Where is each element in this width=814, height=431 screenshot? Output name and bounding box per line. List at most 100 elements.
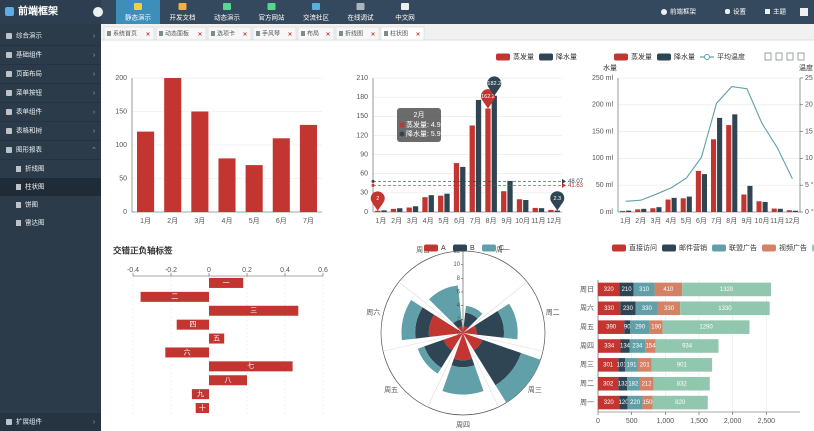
bar (747, 185, 753, 212)
menu-item[interactable]: 基础组件 (16, 50, 43, 59)
data-label: 901 (677, 362, 688, 368)
tab[interactable] (252, 26, 297, 41)
angle-label: 周一 (496, 246, 510, 254)
average-start (371, 179, 375, 183)
bar (651, 358, 713, 372)
submenu-bg (0, 196, 101, 214)
tab-close[interactable] (146, 32, 150, 36)
tab-close[interactable] (288, 32, 292, 36)
category-label: 八 (225, 377, 232, 384)
toolbox-icon[interactable] (786, 52, 794, 61)
legend-label[interactable]: 联盟广告 (729, 243, 757, 252)
tab-label[interactable]: 系统首页 (113, 30, 137, 38)
submenu-item[interactable]: 饼图 (25, 200, 38, 209)
tab[interactable] (207, 26, 252, 41)
menu-item[interactable]: 页面布局 (16, 69, 42, 78)
sidebar-toggle[interactable] (93, 7, 103, 17)
menu-icon (6, 419, 12, 425)
legend-icon (712, 244, 726, 252)
tab[interactable] (103, 26, 155, 41)
x-tick-label: 2,000 (724, 418, 742, 425)
polar-spoke (398, 281, 464, 334)
legend-label[interactable]: 邮件营销 (679, 243, 707, 252)
menu-item[interactable]: 扩展组件 (16, 417, 43, 426)
x-tick-label: 2月 (167, 217, 178, 225)
theme-menu[interactable]: 主题 (773, 7, 787, 16)
legend-label[interactable]: A (441, 245, 446, 252)
x-tick-label: 9月 (741, 217, 752, 225)
bar (164, 78, 182, 212)
submenu-item[interactable]: 柱状图 (25, 182, 45, 191)
legend-label[interactable]: 蒸发量 (631, 52, 652, 61)
nav-item[interactable]: 静态演示 (125, 13, 152, 22)
nav-item[interactable]: 中文网 (395, 13, 415, 22)
legend-label[interactable]: 直接访问 (629, 243, 657, 252)
menu-item[interactable]: 表单组件 (16, 107, 43, 116)
tab-close[interactable] (198, 32, 202, 36)
x-tick-label: 0.2 (242, 267, 252, 274)
bar (501, 191, 507, 212)
legend-label[interactable]: 平均温度 (717, 52, 745, 61)
settings-menu[interactable]: 设置 (733, 7, 747, 16)
data-label: 390 (606, 325, 617, 331)
submenu-item[interactable]: 雷达图 (25, 218, 45, 227)
x-tick-label: 1月 (140, 217, 151, 225)
tab[interactable] (155, 26, 207, 41)
legend-label[interactable]: B (470, 245, 475, 252)
bar (680, 198, 686, 212)
legend-label[interactable]: 视频广告 (779, 243, 807, 252)
menu-arrow: › (93, 128, 96, 135)
legend-label[interactable]: 降水量 (556, 52, 577, 61)
user-name[interactable]: 前端框架 (670, 7, 697, 16)
data-label: 101 (617, 362, 628, 368)
x-tick-label: 0 (207, 267, 211, 274)
toolbox-icon[interactable] (775, 52, 783, 61)
nav-item[interactable]: 动态演示 (214, 13, 241, 22)
menu-arrow: › (93, 33, 96, 40)
menu-item[interactable]: 菜单按钮 (16, 88, 43, 97)
submenu-item[interactable]: 折线图 (25, 164, 45, 173)
tab-close[interactable] (326, 32, 330, 36)
x-tick-label: 0.6 (318, 267, 328, 274)
bar (624, 320, 631, 334)
nav-item[interactable]: 交流社区 (303, 13, 330, 22)
tab-label[interactable]: 折线图 (345, 30, 363, 38)
menu-item[interactable]: 图形报表 (16, 145, 43, 154)
tab-close[interactable] (371, 32, 375, 36)
bar (711, 139, 717, 212)
nav-item[interactable]: 在线调试 (348, 13, 375, 22)
bar (756, 201, 762, 212)
menu-item[interactable]: 综合演示 (16, 31, 43, 40)
submenu-icon (16, 184, 21, 190)
toolbox-icon[interactable] (764, 52, 772, 61)
legend-icon (539, 53, 553, 61)
bar (469, 125, 475, 212)
menu-item[interactable]: 表格和树 (16, 126, 43, 135)
legend-label[interactable]: C (499, 245, 504, 252)
tab-label[interactable]: 布局 (307, 30, 319, 38)
legend-label[interactable]: 蒸发量 (513, 52, 534, 61)
bar (650, 208, 656, 212)
nav-icon (401, 3, 409, 10)
polar-bar (463, 326, 468, 333)
tab-label[interactable]: 手风琴 (262, 30, 280, 38)
nav-item[interactable]: 官方网站 (259, 13, 286, 22)
tab-close[interactable] (416, 32, 420, 36)
data-label: 134 (620, 344, 631, 350)
tab-label[interactable]: 选项卡 (217, 30, 235, 38)
tab[interactable] (380, 26, 425, 41)
nav-item[interactable]: 开发文档 (170, 13, 196, 22)
tab-close[interactable] (243, 32, 247, 36)
tab-label[interactable]: 柱状图 (390, 30, 408, 38)
legend-label[interactable]: 降水量 (674, 52, 695, 61)
x-tick-label: 0.4 (280, 267, 290, 274)
tab[interactable] (335, 26, 380, 41)
x-tick-label: 2月 (635, 217, 646, 225)
tab-label[interactable]: 动态面板 (165, 30, 189, 38)
tab-icon (339, 31, 343, 36)
polar-bar (424, 339, 453, 368)
toolbox-icon[interactable] (797, 52, 805, 61)
tab[interactable] (297, 26, 335, 41)
bar (620, 210, 626, 212)
bar (717, 117, 723, 212)
